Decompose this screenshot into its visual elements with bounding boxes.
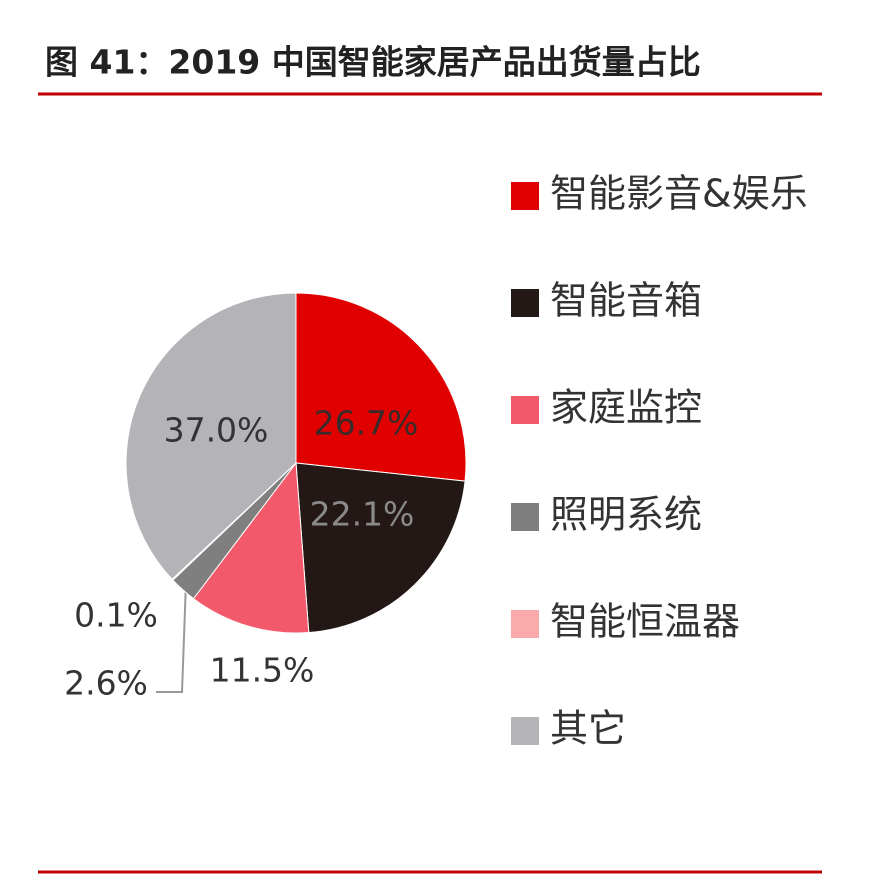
chart-title: 图 41：2019 中国智能家居产品出货量占比	[45, 43, 701, 82]
legend-swatch	[511, 503, 539, 531]
value-label: 22.1%	[310, 495, 415, 534]
pie-slice	[125, 292, 297, 581]
legend-label: 智能影音&娱乐	[550, 172, 808, 216]
value-label: 11.5%	[210, 651, 315, 690]
legend-label: 照明系统	[550, 493, 702, 537]
leader-line	[156, 581, 187, 693]
value-label: 37.0%	[164, 411, 269, 450]
legend-label: 智能音箱	[550, 279, 702, 323]
legend-swatch	[511, 717, 539, 745]
legend-label: 家庭监控	[550, 386, 702, 430]
legend-swatch	[511, 289, 539, 317]
pie-slice	[295, 462, 466, 634]
value-label: 0.1%	[74, 596, 158, 635]
value-label: 26.7%	[314, 404, 419, 443]
pie-slice	[295, 292, 467, 482]
value-label: 2.6%	[64, 664, 148, 703]
pie-slice	[192, 461, 310, 634]
legend-swatch	[511, 610, 539, 638]
legend-label: 其它	[550, 707, 626, 751]
legend-swatch	[511, 396, 539, 424]
legend-label: 智能恒温器	[550, 600, 740, 644]
legend-swatch	[511, 182, 539, 210]
